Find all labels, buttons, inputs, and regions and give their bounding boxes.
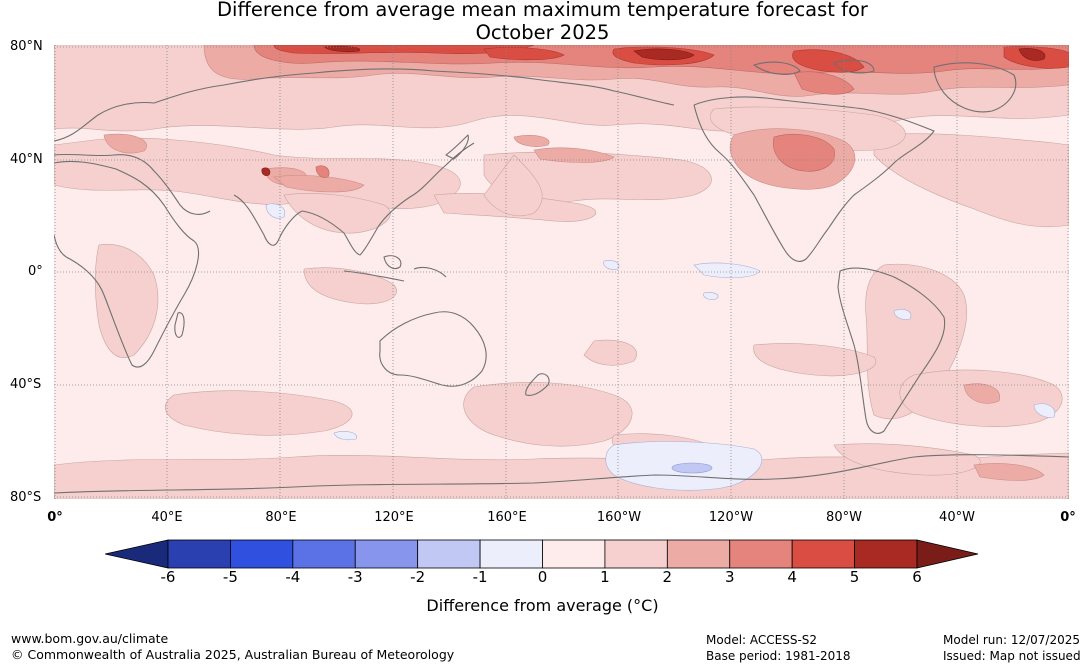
lat-label-80n: 80°N bbox=[10, 39, 43, 54]
colorbar-box bbox=[167, 539, 231, 569]
colorbar-box bbox=[854, 539, 918, 569]
lon-label-40e: 40°E bbox=[151, 510, 183, 525]
colorbar-box bbox=[417, 539, 481, 569]
lon-label-40w: 40°W bbox=[939, 510, 975, 525]
lat-label-40n: 40°N bbox=[10, 152, 43, 167]
colorbar-label: Difference from average (°C) bbox=[426, 596, 659, 615]
colorbar-tick-label: 2 bbox=[662, 568, 673, 586]
colorbar-tick-label: 5 bbox=[849, 568, 860, 586]
footer-base-period: Base period: 1981-2018 bbox=[706, 649, 851, 663]
colorbar-box bbox=[479, 539, 543, 569]
footer-copyright: © Commonwealth of Australia 2025, Austra… bbox=[11, 647, 455, 662]
colorbar-tick-label: 3 bbox=[724, 568, 735, 586]
footer-run-info: Model run: 12/07/2025 Issued: Map not is… bbox=[943, 632, 1081, 664]
colorbar-extend-low bbox=[104, 539, 169, 569]
lon-label-0-right: 0° bbox=[1060, 510, 1076, 525]
lon-label-160e: 160°E bbox=[487, 510, 527, 525]
graticule bbox=[54, 45, 1069, 499]
colorbar bbox=[104, 536, 980, 572]
anomaly-5-to-6-regions bbox=[261, 45, 1046, 176]
footer-source: www.bom.gov.au/climate © Commonwealth of… bbox=[11, 631, 454, 663]
colorbar-tick-label: 6 bbox=[912, 568, 922, 586]
lat-label-equator: 0° bbox=[28, 264, 43, 279]
lon-label-120e: 120°E bbox=[374, 510, 414, 525]
colorbar-tick-label: 4 bbox=[787, 568, 797, 586]
footer-model-info: Model: ACCESS-S2 Base period: 1981-2018 bbox=[706, 632, 851, 664]
colorbar-box bbox=[604, 539, 668, 569]
colorbar-box bbox=[354, 539, 419, 569]
colorbar-tick-label: -4 bbox=[285, 568, 301, 586]
footer-url[interactable]: www.bom.gov.au/climate bbox=[11, 631, 169, 646]
colorbar-box bbox=[729, 539, 793, 569]
lon-label-0-left: 0° bbox=[47, 510, 63, 525]
lat-label-80s: 80°S bbox=[10, 490, 42, 505]
forecast-map bbox=[54, 45, 1069, 499]
lon-label-80e: 80°E bbox=[265, 510, 297, 525]
colorbar-box bbox=[292, 539, 356, 569]
colorbar-tick-label: -6 bbox=[160, 568, 176, 586]
anomaly-minus-1-to-2-region bbox=[671, 462, 713, 474]
colorbar-tick-label: -3 bbox=[347, 568, 363, 586]
colorbar-extend-high bbox=[916, 539, 979, 569]
colorbar-tick-label: -1 bbox=[472, 568, 488, 586]
coastlines bbox=[54, 59, 1069, 494]
colorbar-box bbox=[230, 539, 294, 569]
lon-label-120w: 120°W bbox=[708, 510, 754, 525]
lon-label-80w: 80°W bbox=[826, 510, 862, 525]
footer-issued: Issued: Map not issued bbox=[943, 649, 1081, 663]
colorbar-tick-label: -2 bbox=[410, 568, 426, 586]
anomaly-1-to-2-regions bbox=[54, 45, 1069, 499]
map-title-line2: October 2025 bbox=[475, 21, 610, 44]
colorbar-box bbox=[791, 539, 855, 569]
map-title-line1: Difference from average mean maximum tem… bbox=[217, 0, 868, 21]
forecast-map-svg bbox=[54, 45, 1069, 499]
colorbar-tick-label: -5 bbox=[222, 568, 238, 586]
map-title: Difference from average mean maximum tem… bbox=[0, 0, 1085, 44]
lat-label-40s: 40°S bbox=[10, 377, 42, 392]
colorbar-box bbox=[666, 539, 731, 569]
colorbar-svg bbox=[104, 539, 979, 569]
lon-label-160w: 160°W bbox=[596, 510, 642, 525]
footer-model-run: Model run: 12/07/2025 bbox=[943, 633, 1081, 647]
colorbar-box bbox=[542, 539, 606, 569]
footer-model: Model: ACCESS-S2 bbox=[706, 633, 818, 647]
colorbar-tick-label: 1 bbox=[600, 568, 610, 586]
colorbar-tick-label: 0 bbox=[537, 568, 548, 586]
